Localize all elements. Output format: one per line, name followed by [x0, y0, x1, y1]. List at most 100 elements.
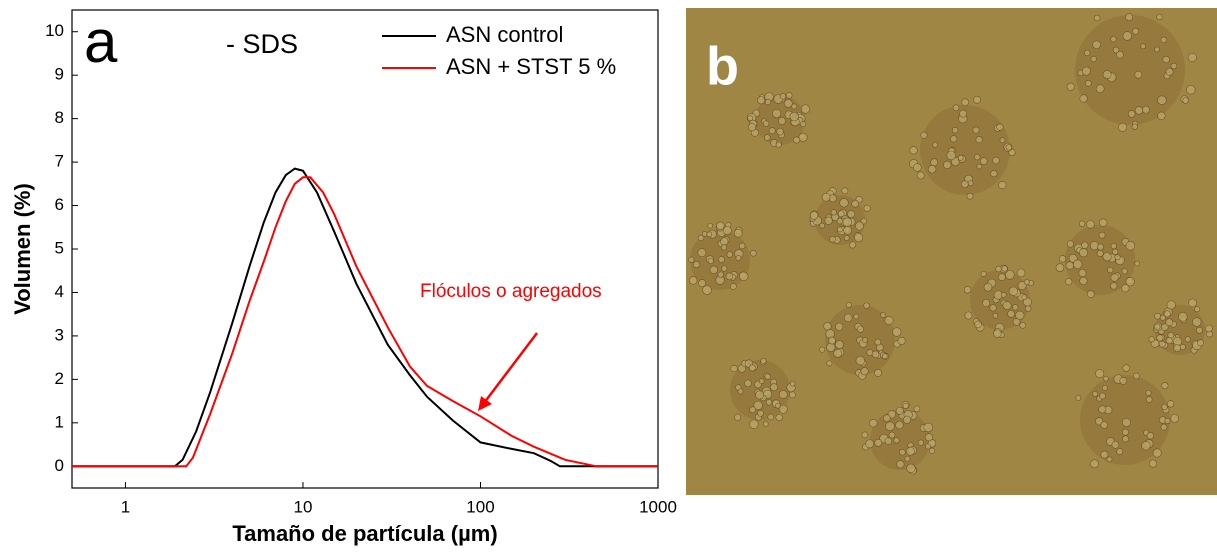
cell: [698, 279, 707, 288]
annotation-arrow: [483, 332, 538, 404]
cell: [1081, 66, 1091, 76]
cell: [1132, 372, 1140, 380]
cell: [1145, 389, 1152, 396]
cell: [976, 163, 983, 170]
cell: [843, 225, 853, 235]
cell: [1194, 306, 1201, 313]
cell: [917, 439, 924, 446]
cell: [692, 261, 701, 269]
cell: [884, 437, 893, 445]
cell: [778, 404, 788, 414]
cell: [819, 346, 826, 353]
cell: [913, 405, 921, 413]
cell: [1121, 428, 1129, 436]
cell: [789, 391, 796, 399]
cell: [1121, 268, 1128, 275]
cell: [735, 255, 742, 262]
cell: [861, 431, 869, 439]
cell: [1099, 392, 1106, 400]
cell: [1112, 46, 1120, 54]
cell: [760, 357, 767, 364]
cell: [1152, 448, 1162, 458]
cell: [1085, 80, 1092, 87]
cell: [967, 180, 974, 187]
x-axis-label: Tamaño de partícula (µm): [232, 521, 497, 546]
cell: [1007, 310, 1015, 318]
cell: [764, 134, 771, 141]
cell: [1161, 403, 1168, 410]
cell: [1132, 27, 1140, 35]
cell: [943, 160, 952, 169]
cell-cluster: [870, 410, 930, 470]
cell: [1097, 243, 1104, 251]
arrowhead: [478, 396, 492, 411]
cell: [1163, 310, 1171, 318]
panel-label: b: [706, 36, 739, 96]
cell: [753, 400, 763, 411]
cell-cluster: [920, 105, 1010, 195]
cell: [842, 217, 853, 227]
cell: [829, 235, 836, 243]
cell: [1078, 269, 1087, 278]
subtitle: - SDS: [226, 29, 298, 59]
cell: [744, 379, 752, 388]
cell: [722, 225, 732, 236]
cell: [860, 367, 869, 376]
cell: [721, 265, 728, 272]
cell: [1019, 322, 1026, 329]
cell: [748, 364, 756, 372]
y-tick-label: 6: [55, 195, 64, 214]
y-tick-label: 8: [55, 108, 64, 127]
cell: [1141, 441, 1151, 451]
cell: [798, 132, 808, 142]
cell: [828, 336, 836, 345]
cell: [893, 437, 900, 444]
cell: [1154, 323, 1161, 330]
cell: [762, 120, 770, 127]
cell: [1173, 344, 1182, 353]
cell: [1156, 13, 1163, 21]
cell: [869, 418, 878, 428]
micrograph-background: [686, 8, 1217, 495]
cell: [821, 192, 831, 202]
y-tick-label: 4: [55, 282, 64, 301]
cell: [1111, 248, 1119, 255]
cell: [853, 232, 864, 243]
cell: [718, 256, 725, 263]
cell: [1162, 55, 1170, 64]
cell: [1145, 396, 1153, 403]
cell: [1075, 395, 1082, 401]
cell: [1165, 337, 1173, 345]
cell: [738, 242, 746, 250]
annotation: Flóculos o agregados: [420, 281, 602, 302]
cell: [849, 241, 857, 249]
cell: [1016, 268, 1026, 278]
cell: [1084, 49, 1091, 57]
cell: [1098, 231, 1106, 239]
cell: [1072, 259, 1083, 269]
cell: [707, 257, 714, 265]
cell: [1021, 294, 1028, 300]
cell: [725, 272, 734, 281]
cell: [1195, 326, 1203, 334]
cell: [961, 180, 969, 189]
cell: [726, 251, 733, 258]
cell: [1066, 240, 1075, 248]
cell: [898, 448, 906, 456]
cell: [1196, 339, 1204, 347]
cell: [1111, 440, 1120, 449]
cell: [881, 353, 888, 360]
cell: [733, 228, 743, 238]
cell: [791, 103, 798, 110]
cell: [721, 244, 728, 251]
cell: [999, 137, 1006, 144]
cell: [785, 92, 793, 99]
cell: [1110, 36, 1117, 43]
x-tick-label: 1000: [639, 497, 677, 516]
cell: [843, 313, 853, 323]
cell: [1066, 82, 1075, 91]
cell: [892, 327, 902, 337]
cell: [1146, 432, 1155, 440]
cell: [1121, 418, 1131, 428]
cell: [841, 187, 849, 195]
